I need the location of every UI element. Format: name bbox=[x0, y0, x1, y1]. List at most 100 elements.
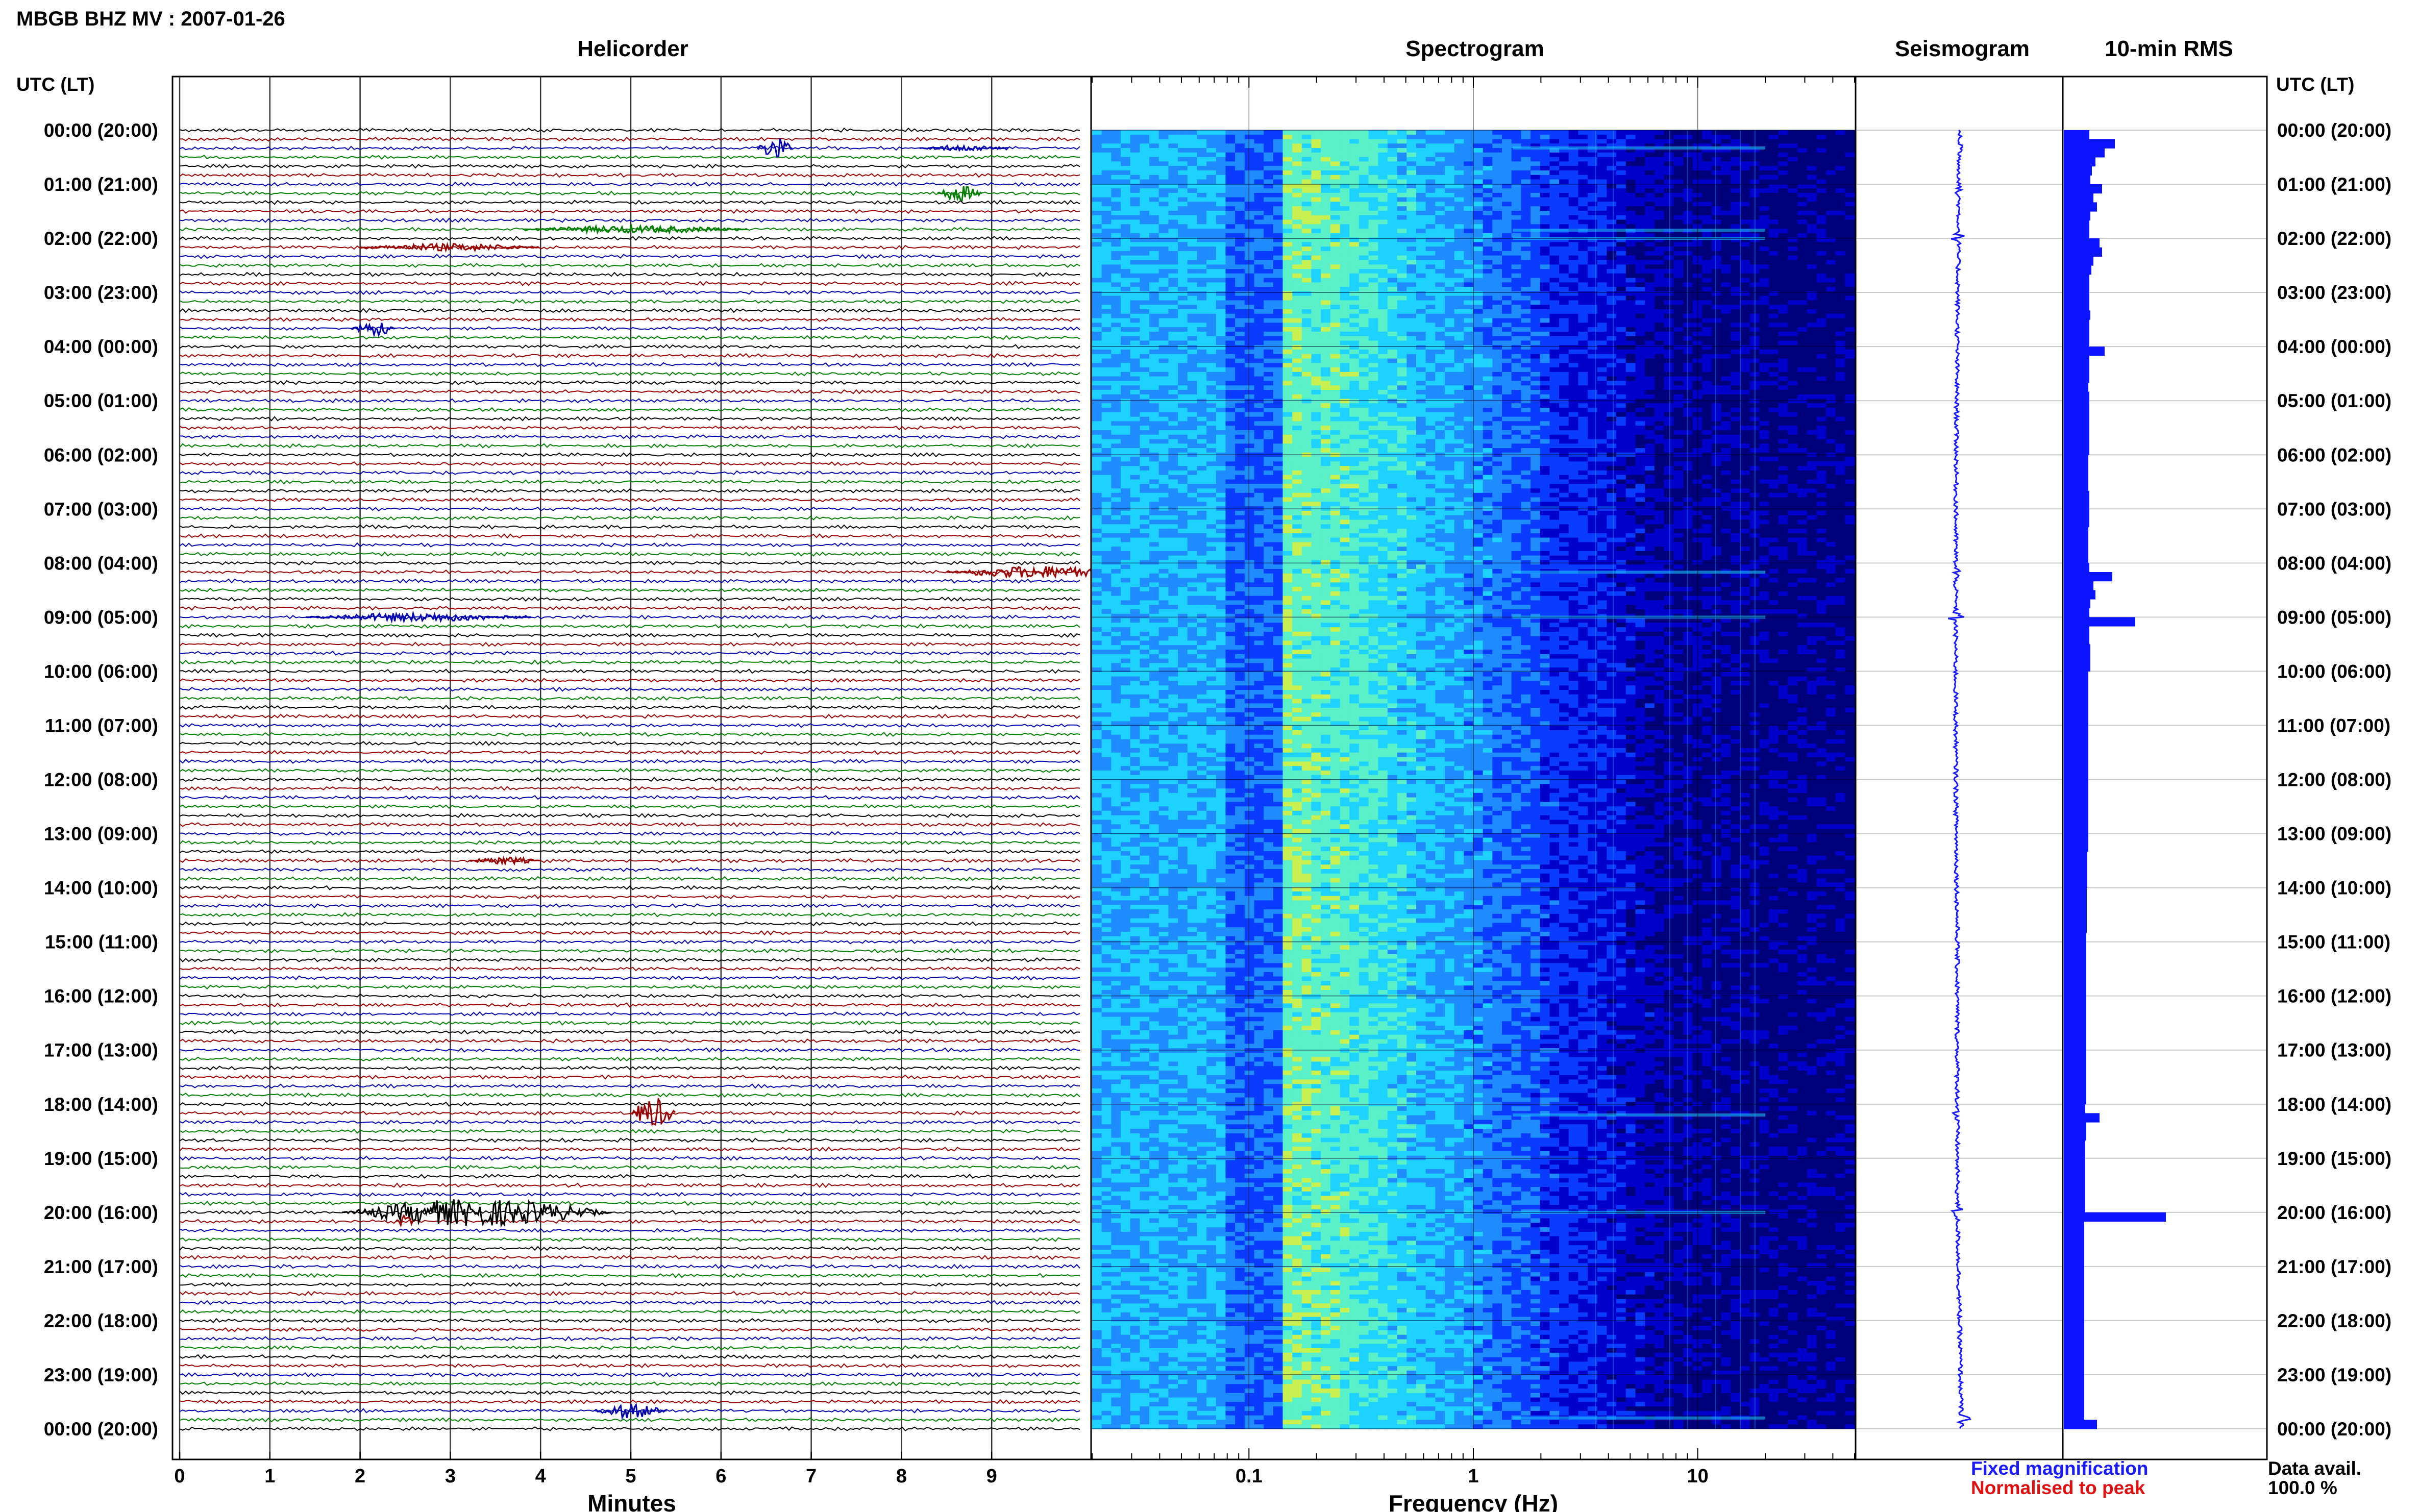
spectrogram-cell bbox=[1321, 278, 1330, 283]
spectrogram-cell bbox=[1102, 233, 1112, 238]
spectrogram-cell bbox=[1312, 197, 1321, 202]
spectrogram-cell bbox=[1168, 377, 1178, 381]
spectrogram-cell bbox=[1369, 135, 1378, 139]
spectrogram-cell bbox=[1454, 206, 1464, 211]
spectrogram-cell bbox=[1569, 215, 1578, 220]
spectrogram-cell bbox=[1521, 345, 1531, 350]
spectrogram-cell bbox=[1130, 377, 1140, 381]
spectrogram-cell bbox=[1330, 229, 1340, 233]
spectrogram-cell bbox=[1454, 309, 1464, 314]
spectrogram-cell bbox=[1769, 229, 1779, 233]
spectrogram-cell bbox=[1216, 269, 1226, 274]
spectrogram-cell bbox=[1130, 180, 1140, 184]
spectrogram-cell bbox=[1769, 314, 1779, 318]
spectrogram-cell bbox=[1168, 180, 1178, 184]
spectrogram-cell bbox=[1435, 175, 1445, 180]
spectrogram-cell bbox=[1264, 377, 1273, 381]
spectrogram-cell bbox=[1797, 193, 1807, 197]
spectrogram-cell bbox=[1178, 260, 1188, 265]
spectrogram-cell bbox=[1312, 314, 1321, 318]
spectrogram-cell bbox=[1225, 242, 1235, 246]
spectrogram-cell bbox=[1283, 291, 1293, 296]
spectrogram-cell bbox=[1512, 323, 1521, 327]
spectrogram-cell bbox=[1426, 296, 1436, 301]
spectrogram-cell bbox=[1721, 206, 1731, 211]
spectrogram-cell bbox=[1312, 233, 1321, 238]
spectrogram-cell bbox=[1397, 350, 1407, 354]
spectrogram-cell bbox=[1321, 318, 1330, 323]
spectrogram-cell bbox=[1836, 233, 1845, 238]
spectrogram-cell bbox=[1836, 327, 1845, 332]
spectrogram-cell bbox=[1588, 170, 1597, 175]
spectrogram-cell bbox=[1779, 153, 1788, 157]
spectrogram-cell bbox=[1149, 153, 1159, 157]
spectrogram-cell bbox=[1378, 385, 1388, 390]
spectrogram-cell bbox=[1779, 260, 1788, 265]
spectrogram-cell bbox=[1549, 269, 1559, 274]
spectrogram-cell bbox=[1531, 188, 1540, 193]
spectrogram-cell bbox=[1130, 175, 1140, 180]
time-label-left: 21:00 (17:00) bbox=[44, 1256, 158, 1277]
spectrogram-cell bbox=[1102, 193, 1112, 197]
spectrogram-cell bbox=[1836, 377, 1845, 381]
spectrogram-cell bbox=[1559, 130, 1569, 135]
spectrogram-cell bbox=[1445, 327, 1454, 332]
spectrogram-cell bbox=[1559, 175, 1569, 180]
spectrogram-cell bbox=[1283, 385, 1293, 390]
spectrogram-cell bbox=[1130, 170, 1140, 175]
spectrogram-cell bbox=[1807, 233, 1817, 238]
time-label-right: 06:00 (02:00) bbox=[2277, 444, 2391, 465]
spectrogram-cell bbox=[1149, 246, 1159, 251]
spectrogram-cell bbox=[1655, 336, 1664, 341]
spectrogram-cell bbox=[1779, 354, 1788, 359]
spectrogram-cell bbox=[1254, 390, 1264, 394]
spectrogram-cell bbox=[1712, 309, 1721, 314]
spectrogram-cell bbox=[1102, 202, 1112, 206]
spectrogram-cell bbox=[1426, 251, 1436, 256]
spectrogram-cell bbox=[1664, 202, 1674, 206]
spectrogram-cell bbox=[1225, 305, 1235, 309]
spectrogram-cell bbox=[1359, 291, 1369, 296]
spectrogram-cell bbox=[1807, 215, 1817, 220]
spectrogram-cell bbox=[1273, 287, 1283, 291]
spectrogram-cell bbox=[1807, 161, 1817, 166]
spectrogram-cell bbox=[1130, 166, 1140, 170]
spectrogram-cell bbox=[1349, 354, 1359, 359]
spectrogram-cell bbox=[1502, 332, 1512, 336]
spectrogram-cell bbox=[1159, 211, 1169, 215]
spectrogram-cell bbox=[1330, 377, 1340, 381]
spectrogram-cell bbox=[1406, 135, 1416, 139]
spectrogram-cell bbox=[1102, 301, 1112, 305]
spectrogram-cell bbox=[1569, 367, 1578, 372]
spectrogram-cell bbox=[1597, 282, 1607, 287]
spectrogram-cell bbox=[1626, 220, 1636, 225]
spectrogram-cell bbox=[1636, 327, 1645, 332]
spectrogram-cell bbox=[1540, 220, 1550, 225]
spectrogram-cell bbox=[1349, 301, 1359, 305]
spectrogram-cell bbox=[1349, 242, 1359, 246]
spectrogram-cell bbox=[1826, 354, 1836, 359]
spectrogram-cell bbox=[1283, 135, 1293, 139]
time-label-left: 06:00 (02:00) bbox=[44, 444, 158, 465]
spectrogram-cell bbox=[1473, 242, 1483, 246]
time-label-right: 22:00 (18:00) bbox=[2277, 1310, 2391, 1331]
spectrogram-cell bbox=[1254, 359, 1264, 363]
spectrogram-cell bbox=[1216, 233, 1226, 238]
spectrogram-cell bbox=[1273, 363, 1283, 367]
spectrogram-cell bbox=[1378, 166, 1388, 170]
spectrogram-cell bbox=[1616, 170, 1626, 175]
spectrogram-cell bbox=[1521, 323, 1531, 327]
spectrogram-cell bbox=[1445, 175, 1454, 180]
spectrogram-cell bbox=[1521, 166, 1531, 170]
spectrogram-cell bbox=[1788, 161, 1797, 166]
spectrogram-cell bbox=[1264, 193, 1273, 197]
spectrogram-cell bbox=[1616, 341, 1626, 345]
spectrogram-cell bbox=[1369, 323, 1378, 327]
spectrogram-cell bbox=[1121, 327, 1130, 332]
spectrogram-cell bbox=[1312, 153, 1321, 157]
spectrogram-cell bbox=[1121, 180, 1130, 184]
spectrogram-cell bbox=[1159, 350, 1169, 354]
spectrogram-cell bbox=[1597, 256, 1607, 260]
spectrogram-cell bbox=[1102, 372, 1112, 377]
spectrogram-cell bbox=[1626, 336, 1636, 341]
